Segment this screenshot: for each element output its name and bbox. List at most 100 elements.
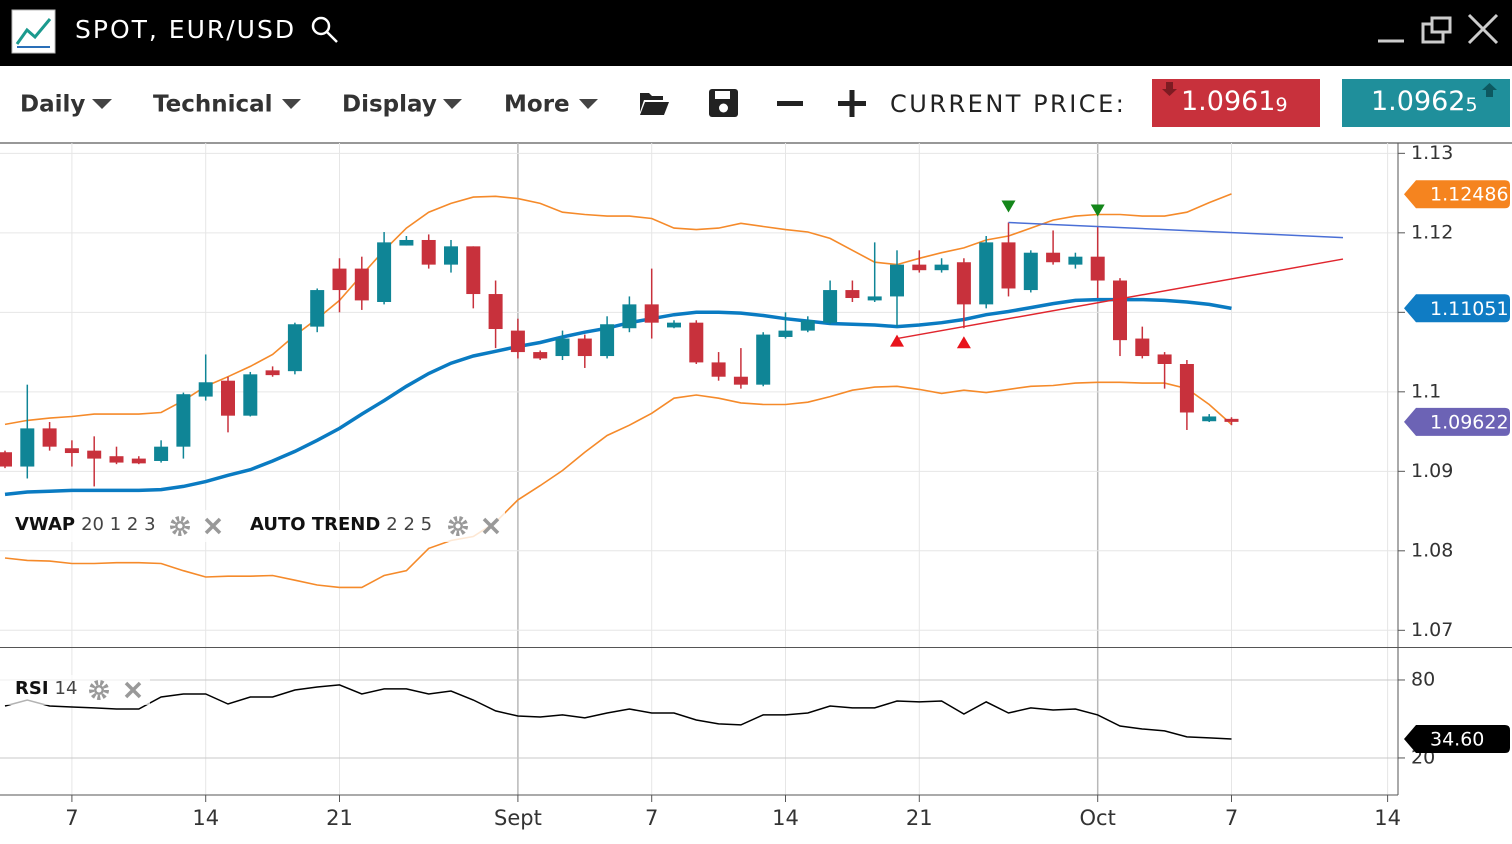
- menu-technical[interactable]: Technical: [153, 92, 273, 118]
- menu-more[interactable]: More: [504, 92, 570, 118]
- candle-body: [667, 322, 681, 328]
- price-tag-label: 1.09622: [1430, 411, 1509, 433]
- zoom-out-button[interactable]: [777, 101, 803, 106]
- plot-area: [0, 193, 1344, 740]
- candle-body: [154, 446, 169, 461]
- remove-button[interactable]: [482, 517, 500, 535]
- remove-button[interactable]: [124, 681, 142, 699]
- candle-body: [1202, 416, 1217, 422]
- x-tick-label: 7: [645, 806, 658, 830]
- candle-body: [444, 246, 458, 265]
- sell-signal: [1090, 204, 1105, 217]
- close-button[interactable]: [1467, 13, 1499, 45]
- restore-button[interactable]: [1421, 16, 1452, 44]
- candle-body: [778, 330, 793, 337]
- bid-main: 1.0961: [1181, 86, 1275, 117]
- candle-body: [377, 242, 392, 302]
- x-tick-label: 21: [906, 806, 933, 830]
- menu-display[interactable]: Display: [342, 92, 437, 118]
- price-tag-label: 34.60: [1430, 728, 1484, 750]
- candle-body: [221, 380, 235, 416]
- y-tick-label: 1.09: [1411, 460, 1453, 482]
- ask-button[interactable]: 1.09625: [1342, 79, 1510, 127]
- candle-body: [577, 338, 592, 357]
- ask-price: 1.09625: [1371, 86, 1478, 117]
- y-tick-label: 1.07: [1411, 619, 1453, 641]
- candle-body: [689, 322, 704, 363]
- candle-body: [109, 456, 124, 463]
- price-tag-label: 1.12486: [1430, 184, 1509, 206]
- candle-body: [1157, 354, 1172, 364]
- menu-daily[interactable]: Daily: [20, 92, 85, 118]
- save-button[interactable]: [709, 89, 738, 117]
- candle-body: [1068, 256, 1083, 265]
- candle-body: [488, 294, 503, 330]
- candle-body: [979, 242, 994, 305]
- candle-body: [756, 334, 771, 385]
- indicator-params: 2 2 5: [386, 514, 432, 535]
- bid-button[interactable]: 1.09619: [1152, 79, 1320, 127]
- candle-body: [823, 290, 838, 323]
- candle-body: [1113, 280, 1127, 341]
- current-price-label: CURRENT PRICE:: [890, 90, 1126, 118]
- candle-body: [1046, 252, 1061, 263]
- candle-body: [600, 324, 615, 357]
- title-bar: [0, 0, 1512, 66]
- settings-button[interactable]: [170, 516, 190, 536]
- candle-body: [421, 239, 436, 265]
- zoom-in-button[interactable]: [838, 90, 866, 117]
- settings-button[interactable]: [89, 680, 109, 700]
- bid-price: 1.09619: [1181, 86, 1288, 117]
- candle-body: [912, 264, 927, 271]
- indicator-params: 20 1 2 3: [81, 514, 155, 535]
- ask-main: 1.0962: [1371, 86, 1465, 117]
- vwap-line: [4, 297, 1232, 497]
- open-button[interactable]: [640, 93, 669, 115]
- candle-body: [64, 448, 79, 454]
- axes: 71421Sept71421Oct7141.131.121.111.11.091…: [0, 142, 1512, 830]
- y-tick-label: 1.13: [1411, 142, 1453, 164]
- dropdown-arrow: [579, 99, 598, 109]
- x-tick-label: Oct: [1080, 806, 1116, 830]
- candle-body: [466, 246, 481, 295]
- y-tick-label: 1.1: [1411, 380, 1441, 402]
- candle-body: [1135, 338, 1150, 357]
- x-tick-label: 14: [772, 806, 799, 830]
- price-tags: 1.12486 1.11051 1.09622 34.60: [1404, 180, 1510, 753]
- dropdown-arrow: [282, 99, 301, 109]
- window-title: SPOT, EUR/USD: [75, 15, 296, 44]
- price-tag: [1404, 294, 1510, 323]
- y-tick-label: 1.12: [1411, 221, 1453, 243]
- candle-body: [890, 264, 904, 297]
- indicator-label: RSI 14: [15, 678, 77, 699]
- x-tick-label: 14: [192, 806, 219, 830]
- remove-button[interactable]: [204, 517, 222, 535]
- settings-button[interactable]: [448, 516, 468, 536]
- candle-body: [845, 290, 860, 299]
- legend-backdrop: [0, 510, 505, 542]
- sell-signal: [1001, 200, 1016, 213]
- ask-pip: 5: [1465, 94, 1477, 116]
- rsi-line: [4, 684, 1232, 740]
- candle-body: [0, 452, 12, 467]
- x-tick-label: 14: [1374, 806, 1401, 830]
- search-button[interactable]: [311, 16, 338, 43]
- candle-body: [934, 264, 949, 271]
- band-lower: [4, 381, 1233, 589]
- candle-body: [644, 304, 659, 323]
- candle-body: [310, 290, 325, 327]
- indicator-label: AUTO TREND 2 2 5: [250, 514, 432, 535]
- trend-line: [1008, 221, 1344, 239]
- x-tick-label: Sept: [494, 806, 542, 830]
- candle-body: [265, 370, 280, 376]
- indicator-params: 14: [55, 678, 78, 699]
- candle-body: [711, 362, 726, 377]
- price-tag-label: 1.11051: [1430, 298, 1509, 320]
- candle-body: [1023, 252, 1038, 291]
- candle-body: [243, 374, 258, 416]
- y-tick-label: 1.08: [1411, 539, 1453, 561]
- candle-body: [1090, 256, 1105, 281]
- indicator-label: VWAP 20 1 2 3: [15, 514, 156, 535]
- candle-body: [956, 262, 971, 305]
